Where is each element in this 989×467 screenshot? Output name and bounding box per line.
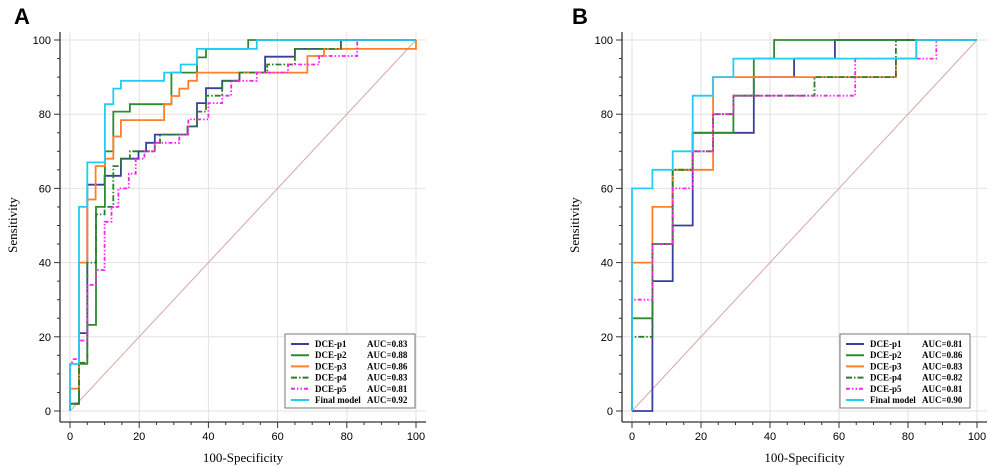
legend-auc: AUC=0.83 <box>367 339 408 349</box>
y-tick-label: 80 <box>39 109 51 121</box>
legend-box <box>839 333 971 409</box>
x-tick-label: 60 <box>271 431 283 443</box>
y-tick-label: 100 <box>595 35 613 47</box>
legend-auc: AUC=0.86 <box>367 361 408 371</box>
legend-auc: AUC=0.81 <box>367 384 408 394</box>
roc-curve-dce-p3 <box>69 40 417 411</box>
x-axis-label: 100-Specificity <box>764 450 845 465</box>
x-tick-label: 80 <box>341 431 353 443</box>
y-tick-label: 60 <box>601 183 613 195</box>
x-tick-label: 60 <box>833 431 845 443</box>
legend-auc: AUC=0.82 <box>922 373 963 383</box>
panel-label: B <box>572 4 588 29</box>
legend-box <box>284 333 416 409</box>
legend-series-name: DCE-p2 <box>870 350 902 360</box>
y-tick-label: 0 <box>45 406 51 418</box>
panel-b: 0 20 40 60 80 100 0 20 40 60 80 100 B 100-Specificity… <box>567 4 987 465</box>
legend-series-name: DCE-p2 <box>315 350 347 360</box>
x-tick-label: 20 <box>695 431 707 443</box>
legend-auc: AUC=0.92 <box>367 395 408 405</box>
roc-curve-dce-p5 <box>631 39 977 411</box>
legend-series-name: DCE-p3 <box>315 361 347 371</box>
y-tick-label: 20 <box>601 332 613 344</box>
legend-series-name: DCE-p4 <box>315 373 347 383</box>
x-tick-label: 40 <box>764 431 776 443</box>
x-tick-label: 40 <box>202 431 214 443</box>
legend-auc: AUC=0.90 <box>922 395 963 405</box>
y-tick-label: 40 <box>39 258 51 270</box>
legend-series-name: DCE-p3 <box>870 361 902 371</box>
legend-series-name: Final model <box>315 395 361 405</box>
y-tick-label: 0 <box>607 406 613 418</box>
x-tick-label: 100 <box>968 431 986 443</box>
panel-a: 0 20 40 60 80 100020406080100A100-Specificity… <box>5 4 426 465</box>
legend-series-name: DCE-p5 <box>315 384 347 394</box>
legend-auc: AUC=0.83 <box>367 373 408 383</box>
legend-auc: AUC=0.81 <box>922 339 963 349</box>
x-axis-label: 100-Specificity <box>203 450 284 465</box>
legend-series-name: DCE-p1 <box>315 339 347 349</box>
reference-diagonal <box>69 39 417 412</box>
legend-series-name: DCE-p4 <box>870 373 902 383</box>
x-tick-label: 0 <box>629 431 635 443</box>
legend: DCE-p1 AUC=0.83 DCE-p2 AUC=0.88 DCE-p3 AUC=0.… <box>284 333 416 409</box>
legend-series-name: DCE-p1 <box>870 339 902 349</box>
y-tick-label: 80 <box>601 109 613 121</box>
x-tick-label: 0 <box>67 431 73 443</box>
reference-diagonal <box>631 39 978 412</box>
legend-auc: AUC=0.83 <box>922 361 963 371</box>
legend-auc: AUC=0.81 <box>922 384 963 394</box>
legend-series-name: Final model <box>870 395 916 405</box>
y-axis-label: Sensitivity <box>567 197 582 253</box>
x-tick-label: 80 <box>902 431 914 443</box>
roc-curve-dce-p4 <box>69 39 416 411</box>
legend: DCE-p1 AUC=0.81 DCE-p2 AUC=0.86 DCE-p3 AUC=0.… <box>839 333 971 409</box>
roc-curve-dce-p2 <box>69 39 416 411</box>
y-tick-label: 100 <box>33 35 51 47</box>
roc-curve-dce-p4 <box>631 39 977 411</box>
y-tick-label: 20 <box>39 332 51 344</box>
panel-label: A <box>14 4 30 29</box>
y-axis-label: Sensitivity <box>5 197 20 253</box>
x-tick-label: 100 <box>407 431 425 443</box>
roc-curve-final-model <box>631 39 977 411</box>
roc-curve-final-model <box>69 39 416 411</box>
y-tick-label: 40 <box>601 258 613 270</box>
y-tick-label: 60 <box>39 183 51 195</box>
legend-auc: AUC=0.86 <box>922 350 963 360</box>
legend-series-name: DCE-p5 <box>870 384 902 394</box>
legend-auc: AUC=0.88 <box>367 350 408 360</box>
x-tick-label: 20 <box>133 431 145 443</box>
